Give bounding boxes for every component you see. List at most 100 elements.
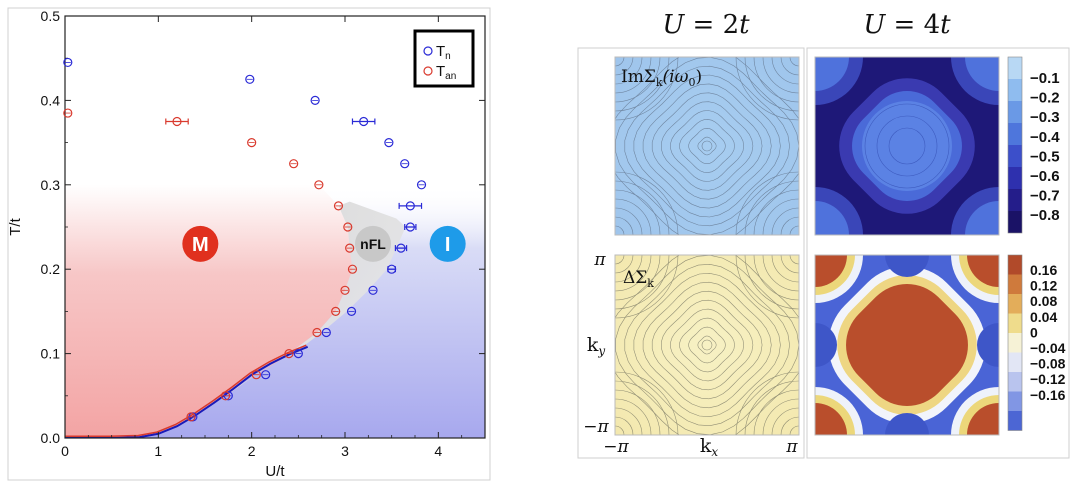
delta-edge-spot	[885, 413, 929, 435]
delta-edge-spot	[977, 323, 999, 367]
region-badge-i	[429, 225, 466, 262]
im-center-contour	[864, 103, 950, 189]
im-corner-blob	[965, 201, 999, 235]
delta-corner-blob	[815, 403, 847, 435]
contour-line	[633, 272, 781, 418]
y-axis-label: T/t	[7, 217, 24, 235]
contour-line	[615, 255, 799, 435]
x-tick-label: 2	[248, 443, 256, 459]
column-title-u4t: U = 4t	[863, 10, 951, 40]
legend-tn-marker	[423, 46, 433, 56]
contour-line	[615, 57, 799, 235]
delta-corner-blob	[967, 255, 999, 287]
contour-line	[697, 136, 717, 156]
contour-line	[670, 110, 744, 182]
tan-point	[343, 222, 353, 232]
colorbar-delta-swatch	[1008, 274, 1022, 294]
kx-tick-right: π	[785, 437, 798, 457]
colorbar-im: −0.1 −0.2 −0.3 −0.4 −0.5 −0.6 −0.7 −0.8	[1007, 56, 1060, 234]
colorbar-delta-tick: 0.04	[1030, 309, 1057, 325]
colorbar-im-border	[1007, 56, 1023, 234]
tn-point	[400, 159, 410, 169]
legend-tan-marker	[423, 66, 433, 76]
y-tick-label: 0.3	[41, 177, 61, 193]
colorbar-delta-swatch	[1008, 372, 1022, 392]
left-column-frame	[577, 47, 805, 459]
contour-line	[624, 263, 790, 427]
row-label-delta-sigma: ΔΣk	[623, 268, 654, 290]
contour-line	[651, 290, 763, 400]
legend-tan-label: Tan	[436, 63, 456, 82]
tan-point	[284, 349, 294, 359]
colorbar-im-swatch	[1008, 167, 1022, 189]
colorbar-delta-tick: −0.04	[1030, 340, 1066, 356]
tan-point	[172, 116, 182, 127]
tan-point	[340, 285, 350, 295]
colorbar-im-tick: −0.4	[1030, 129, 1060, 146]
colorbar-delta-swatch	[1008, 411, 1022, 431]
colorbar-im-swatch	[1008, 101, 1022, 123]
tn-point	[384, 138, 394, 148]
tn-point	[416, 180, 427, 190]
colorbar-im-tick: −0.6	[1030, 168, 1060, 185]
delta-corner-blob	[967, 403, 999, 435]
colorbar-delta-tick: 0.16	[1030, 262, 1057, 278]
colorbar-im-swatch	[1008, 79, 1022, 101]
region-badge-m	[182, 225, 219, 262]
axis-ticks: 0 1 2 3 4 0.0 0.1 0.2 0.3 0.4 0.5	[41, 8, 485, 459]
contour-line	[615, 57, 799, 235]
legend: Tn Tan	[413, 29, 475, 88]
heatmap-delta-u4-border	[814, 254, 1000, 436]
y-tick-label: 0.4	[41, 92, 61, 108]
tn-point	[245, 74, 255, 84]
region-label-m: M	[192, 234, 209, 256]
legend-box	[413, 29, 475, 88]
x-axis-label: U/t	[265, 463, 285, 480]
tn-point	[405, 222, 415, 232]
y-tick-label: 0.0	[41, 430, 61, 446]
phase-plot-frame	[7, 7, 491, 481]
y-tick-label: 0.2	[41, 261, 61, 277]
x-tick-label: 0	[61, 443, 69, 459]
ky-axis-label: ky	[587, 334, 606, 358]
tn-point	[405, 201, 415, 211]
contour-line	[615, 255, 799, 435]
right-column-frame	[806, 47, 1070, 459]
legend-tn-label: Tn	[436, 43, 451, 62]
colorbar-delta-tick: 0	[1030, 324, 1038, 340]
colorbar-im-swatch	[1008, 145, 1022, 167]
nfl-region	[191, 201, 406, 417]
tn-point	[63, 57, 73, 68]
critical-line-red	[65, 344, 307, 438]
y-tick-label: 0.1	[41, 346, 61, 362]
im-center-contour	[888, 127, 926, 165]
colorbar-delta-tick: −0.12	[1030, 371, 1066, 387]
tn-point	[261, 370, 271, 380]
delta-center-blob	[846, 284, 968, 406]
heatmap-delta-u2	[615, 255, 799, 435]
tn-point	[310, 95, 320, 106]
tan-point	[63, 108, 73, 118]
colorbar-im-tick: −0.1	[1030, 70, 1060, 87]
heatmap-im-u2-border	[614, 56, 800, 236]
colorbar-delta-swatch	[1008, 313, 1022, 333]
delta-edge-spot	[815, 323, 837, 367]
tan-point	[312, 327, 322, 338]
colorbar-delta-tick: 0.12	[1030, 278, 1057, 294]
contour-line	[679, 119, 735, 173]
contour-line	[688, 127, 726, 165]
im-corner-blob	[815, 57, 849, 91]
contour-line	[660, 299, 754, 391]
colorbar-delta-tick: −0.16	[1030, 387, 1066, 403]
ky-tick-top: π	[593, 250, 606, 270]
colorbar-delta-tick: 0.08	[1030, 293, 1057, 309]
tan-point	[289, 159, 299, 169]
tan-point	[331, 306, 341, 316]
tn-point	[321, 327, 331, 338]
colorbar-im-swatch	[1008, 189, 1022, 211]
row-label-im-sigma: ImΣk(iω0)	[621, 67, 702, 89]
tn-point	[368, 285, 378, 295]
